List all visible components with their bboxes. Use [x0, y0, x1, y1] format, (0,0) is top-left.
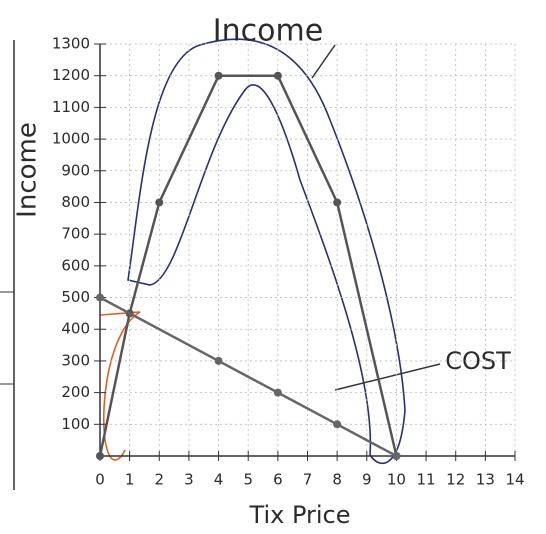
y-tick-label: 200 [61, 383, 90, 401]
arrow [335, 364, 440, 390]
data-point [274, 72, 282, 80]
y-axis-label: Income [13, 122, 43, 218]
y-tick-label: 800 [61, 193, 90, 211]
y-tick-label: 600 [61, 256, 90, 274]
data-point [274, 389, 282, 397]
x-tick-label: 6 [273, 471, 283, 489]
x-tick-label: 8 [332, 471, 342, 489]
x-tick-label: 4 [214, 471, 224, 489]
x-tick-label: 12 [446, 471, 465, 489]
y-tick-label: 1200 [52, 66, 90, 84]
series-line [100, 298, 396, 456]
x-tick-label: 1 [125, 471, 135, 489]
y-tick-label: 400 [61, 320, 90, 338]
y-tick-label: 900 [61, 161, 90, 179]
y-tick-label: 1100 [52, 98, 90, 116]
data-point [96, 294, 104, 302]
y-tick-label: 1000 [52, 130, 90, 148]
x-tick-label: 2 [155, 471, 165, 489]
y-tick-label: 100 [61, 415, 90, 433]
data-point [215, 72, 223, 80]
x-tick-label: 11 [417, 471, 436, 489]
y-tick-label: 500 [61, 288, 90, 306]
hand-outline [128, 39, 405, 463]
data-point [96, 452, 104, 460]
x-tick-label: 13 [476, 471, 495, 489]
arrow [312, 45, 335, 78]
data-point [155, 198, 163, 206]
data-point [333, 420, 341, 428]
x-tick-label: 0 [95, 471, 105, 489]
hand-outline [100, 312, 140, 460]
y-tick-label: 700 [61, 225, 90, 243]
annotation: Income [213, 14, 323, 49]
data-point [215, 357, 223, 365]
x-tick-label: 10 [387, 471, 406, 489]
x-tick-label: 14 [505, 471, 524, 489]
x-tick-label: 7 [303, 471, 313, 489]
data-point [333, 198, 341, 206]
x-tick-label: 9 [362, 471, 372, 489]
x-tick-label: 5 [243, 471, 253, 489]
y-tick-label: 300 [61, 351, 90, 369]
x-tick-label: 3 [184, 471, 194, 489]
chart: Income COST Tix Price Income 01234567891… [0, 0, 546, 534]
y-tick-label: 1300 [52, 35, 90, 53]
data-point [392, 452, 400, 460]
x-axis-label: Tix Price [249, 501, 351, 529]
